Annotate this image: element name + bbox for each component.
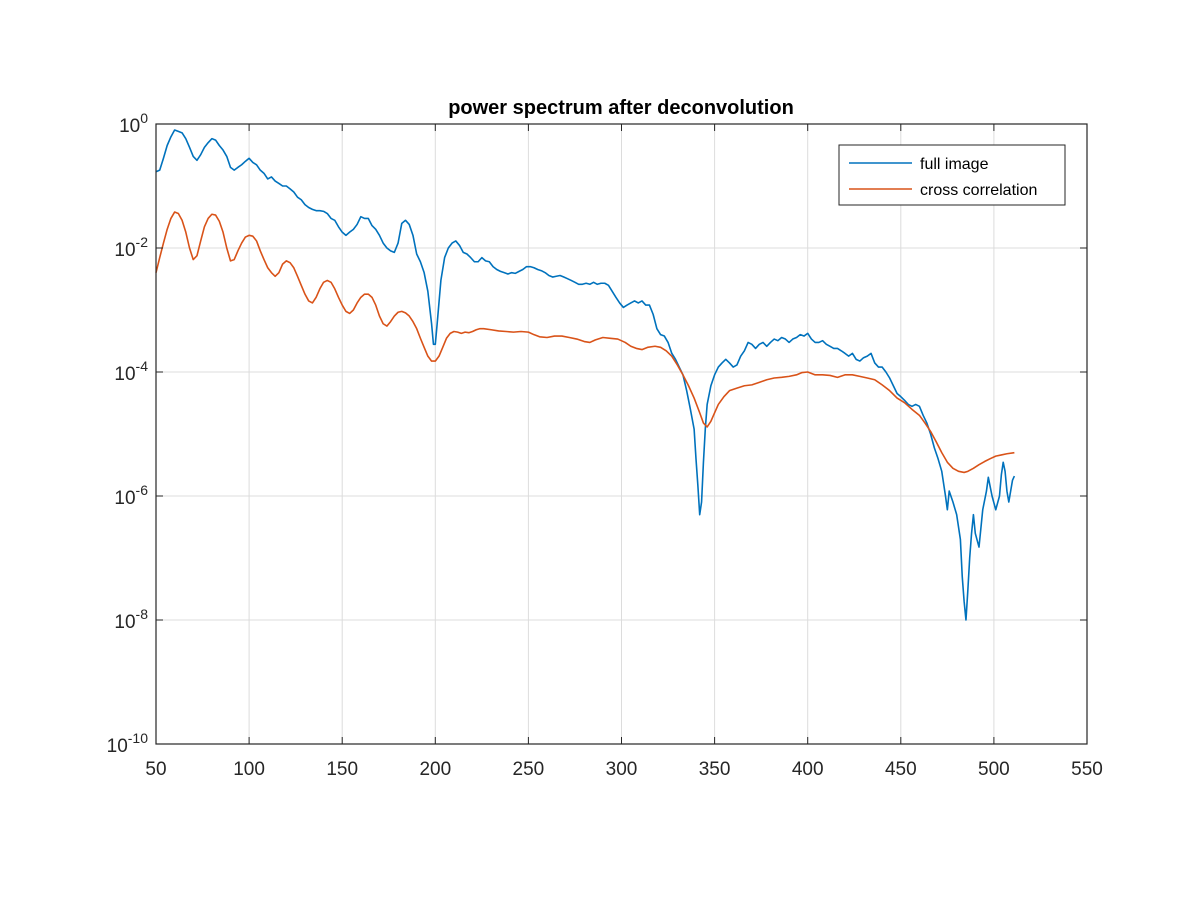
x-tick-label: 450 — [885, 759, 917, 780]
legend: full image cross correlation — [838, 144, 1066, 206]
y-tick-label: 10-4 — [114, 358, 148, 385]
x-tick-label: 550 — [1071, 759, 1103, 780]
y-tick-base: 10 — [114, 240, 135, 261]
y-tick-base: 10 — [114, 364, 135, 385]
y-tick-label: 100 — [119, 110, 148, 137]
chart-title: power spectrum after deconvolution — [448, 97, 794, 119]
y-tick-exponent: -8 — [136, 606, 149, 622]
series-line-cross-correlation — [155, 211, 1015, 474]
x-tick-labels: 50 100 150 200 250 300 350 400 450 500 550 — [145, 759, 1102, 780]
y-tick-base: 10 — [119, 116, 140, 137]
y-tick-base: 10 — [114, 612, 135, 633]
y-tick-exponent: 0 — [140, 110, 148, 126]
y-tick-base: 10 — [107, 736, 128, 757]
x-tick-label: 500 — [978, 759, 1010, 780]
y-tick-label: 10-8 — [114, 606, 148, 633]
y-tick-label: 10-2 — [114, 234, 148, 261]
series-line-full-image — [155, 129, 1016, 621]
x-tick-label: 250 — [513, 759, 545, 780]
x-tick-label: 300 — [606, 759, 638, 780]
x-tick-label: 400 — [792, 759, 824, 780]
y-tick-exponent: -2 — [136, 234, 149, 250]
grid — [156, 124, 1087, 744]
legend-label-full-image: full image — [920, 156, 989, 173]
x-tick-label: 100 — [233, 759, 265, 780]
x-tick-label: 150 — [326, 759, 358, 780]
y-tick-exponent: -6 — [136, 482, 149, 498]
ticks — [155, 123, 1088, 745]
x-tick-label: 50 — [145, 759, 166, 780]
legend-label-cross-correlation: cross correlation — [920, 182, 1037, 199]
y-tick-exponent: -4 — [136, 358, 149, 374]
y-tick-base: 10 — [114, 488, 135, 509]
x-tick-label: 200 — [419, 759, 451, 780]
legend-box — [838, 144, 1066, 206]
y-tick-label: 10-6 — [114, 482, 148, 509]
x-tick-label: 350 — [699, 759, 731, 780]
y-tick-label: 10-10 — [107, 730, 149, 757]
y-tick-exponent: -10 — [128, 730, 148, 746]
series-layer — [155, 129, 1016, 621]
